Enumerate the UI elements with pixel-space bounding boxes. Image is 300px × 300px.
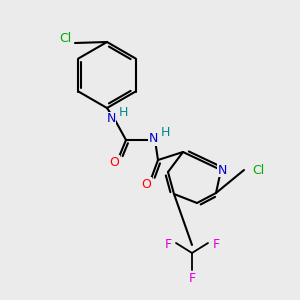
Text: N: N xyxy=(148,133,158,146)
Text: F: F xyxy=(164,238,172,251)
Text: F: F xyxy=(212,238,220,251)
Text: H: H xyxy=(160,127,170,140)
Text: O: O xyxy=(141,178,151,190)
Text: O: O xyxy=(109,155,119,169)
Text: H: H xyxy=(118,106,128,118)
Text: Cl: Cl xyxy=(252,164,264,176)
Text: F: F xyxy=(188,272,196,284)
Text: Cl: Cl xyxy=(59,32,71,44)
Text: N: N xyxy=(106,112,116,125)
Text: N: N xyxy=(217,164,227,176)
